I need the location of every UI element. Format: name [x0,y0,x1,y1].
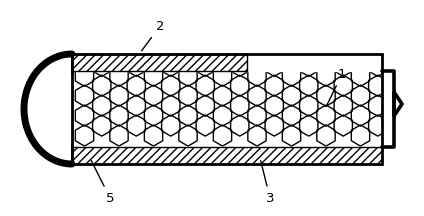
Text: 1: 1 [326,68,346,106]
Bar [72,147,382,164]
Text: 5: 5 [91,160,114,205]
Bar [72,54,247,71]
Text: 3: 3 [261,161,274,205]
Bar [72,54,382,164]
Text: 2: 2 [142,19,164,51]
